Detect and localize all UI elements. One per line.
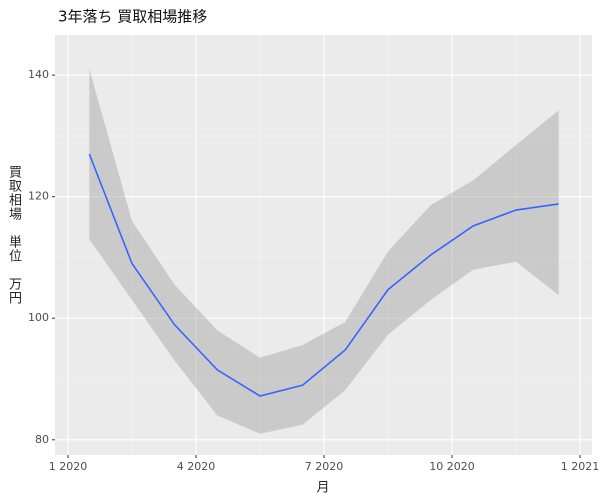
y-axis-label: 買取相場 単位 万円 [6, 165, 21, 305]
confidence-band [89, 69, 559, 434]
y-tick-label: 140 [28, 68, 49, 81]
x-tick-label: 7 2020 [305, 460, 344, 473]
x-tick-label: 10 2020 [429, 460, 475, 473]
x-axis-label: 月 [316, 481, 329, 496]
x-tick-label: 1 2020 [49, 460, 88, 473]
y-tick-label: 80 [35, 433, 49, 446]
y-tick-label: 120 [28, 190, 49, 203]
smooth-line [88, 153, 559, 397]
x-tick-label: 1 2021 [561, 460, 600, 473]
y-tick-label: 100 [28, 311, 49, 324]
chart-title: 3年落ち 買取相場推移 [58, 8, 207, 26]
x-tick-label: 4 2020 [177, 460, 216, 473]
